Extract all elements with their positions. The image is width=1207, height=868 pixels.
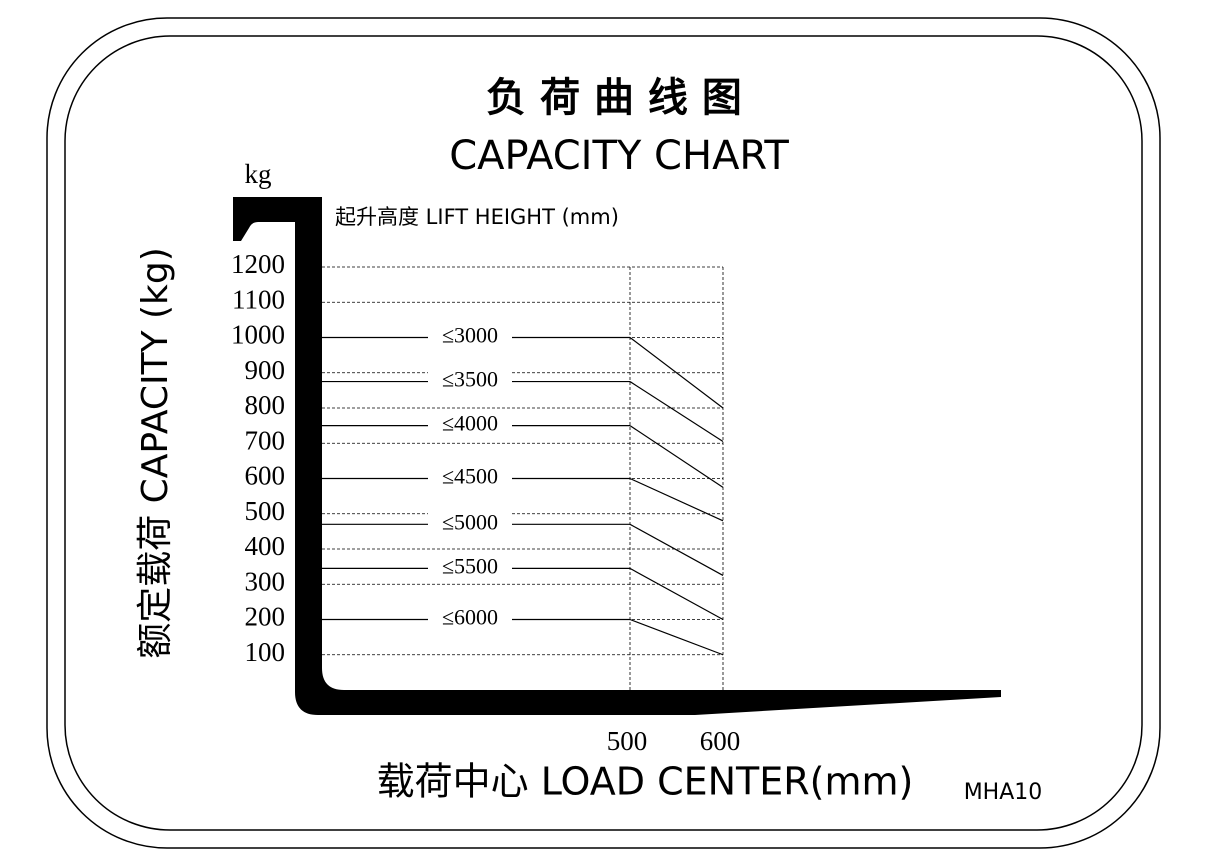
capacity-line xyxy=(629,523,724,576)
x-tick-label: 600 xyxy=(700,726,741,756)
series-label: ≤5000 xyxy=(442,509,498,534)
y-tick-label: 1000 xyxy=(231,320,285,350)
y-tick-label: 900 xyxy=(245,355,286,385)
y-tick-label: 600 xyxy=(245,461,286,491)
chart-subtitle: CAPACITY CHART xyxy=(449,133,789,179)
series-label: ≤6000 xyxy=(442,605,498,630)
capacity-line xyxy=(629,567,724,621)
y-tick-label: 500 xyxy=(245,496,286,526)
y-tick-label: 100 xyxy=(245,637,286,667)
y-tick-label: 1100 xyxy=(232,284,285,314)
label-bg xyxy=(428,413,512,438)
series-label: ≤5500 xyxy=(442,553,498,578)
y-tick-label: 400 xyxy=(245,531,286,561)
chart-title: 负 荷 曲 线 图 xyxy=(486,75,742,121)
y-tick-label: 1200 xyxy=(231,249,285,279)
capacity-line xyxy=(629,425,724,488)
y-tick-label: 800 xyxy=(245,390,286,420)
x-tick-label: 500 xyxy=(607,726,648,756)
label-bg xyxy=(428,369,512,394)
outer-border xyxy=(46,17,1161,849)
y-tick-label: 700 xyxy=(245,425,286,455)
capacity-line xyxy=(629,618,724,656)
capacity-line xyxy=(629,381,724,442)
series-label: ≤4500 xyxy=(442,464,498,489)
y-tick-label: 300 xyxy=(245,566,286,596)
x-axis-label: 载荷中心 LOAD CENTER(mm) xyxy=(377,760,914,804)
fork xyxy=(233,197,1001,715)
label-bg xyxy=(428,466,512,491)
series-label: ≤4000 xyxy=(442,411,498,436)
series-label: ≤3500 xyxy=(442,367,498,392)
y-tick-label: 200 xyxy=(245,602,286,632)
y-unit: kg xyxy=(245,159,272,189)
legend-title: 起升高度 LIFT HEIGHT (mm) xyxy=(335,205,619,229)
label-bg xyxy=(428,512,512,537)
y-axis-label: 额定载荷 CAPACITY (kg) xyxy=(135,247,176,659)
series-label: ≤3000 xyxy=(442,323,498,348)
model-label: MHA10 xyxy=(964,780,1043,805)
label-bg xyxy=(428,556,512,581)
inner-border xyxy=(64,35,1143,831)
label-bg xyxy=(428,325,512,350)
capacity-line xyxy=(629,337,724,409)
label-bg xyxy=(428,607,512,632)
capacity-line xyxy=(629,477,724,522)
